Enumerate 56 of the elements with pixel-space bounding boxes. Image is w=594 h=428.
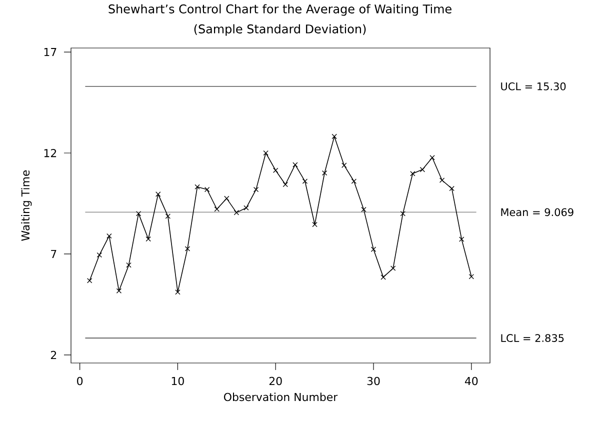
point [332, 134, 337, 140]
point [459, 236, 464, 242]
point [370, 246, 376, 252]
point [449, 186, 454, 192]
point [430, 155, 435, 160]
point [175, 290, 180, 295]
point [390, 266, 396, 271]
point [273, 168, 278, 173]
y-axis-title: Waiting Time [21, 170, 32, 241]
ref-line-label: Mean = 9.069 [501, 208, 574, 216]
point [420, 166, 426, 172]
y-tick-label: 17 [44, 48, 56, 56]
point [146, 236, 151, 242]
x-tick-label: 40 [464, 376, 478, 386]
point [439, 178, 445, 183]
point [380, 274, 386, 280]
point [116, 288, 122, 294]
point [136, 210, 142, 216]
point [292, 162, 298, 168]
point [204, 186, 210, 192]
point [468, 274, 474, 280]
x-tick-label: 0 [77, 376, 83, 386]
point [302, 178, 308, 184]
point [184, 246, 190, 252]
point [106, 233, 112, 239]
point [312, 222, 318, 228]
point [400, 210, 406, 216]
y-tick-label: 12 [44, 148, 56, 158]
point [351, 178, 357, 184]
point [86, 278, 92, 284]
point [322, 170, 328, 176]
point [410, 170, 416, 176]
point [282, 182, 288, 188]
y-tick-label: 2 [50, 350, 56, 359]
x-tick-label: 10 [172, 376, 184, 386]
point [234, 210, 240, 216]
point [224, 196, 230, 202]
point [263, 150, 268, 156]
point [244, 205, 249, 211]
point [156, 192, 161, 197]
y-tick-label: 7 [51, 250, 56, 258]
point [126, 262, 132, 268]
x-axis-title: Observation Number [224, 392, 338, 402]
point [165, 214, 171, 219]
point [96, 252, 102, 258]
x-tick-label: 30 [367, 376, 380, 386]
ref-line-label: UCL = 15.30 [501, 82, 566, 90]
point [361, 206, 366, 212]
point [194, 184, 200, 190]
ref-line-label: LCL = 2.835 [501, 334, 564, 342]
chart-title: Shewhart’s Control Chart for the Average of Waiting Time [108, 4, 452, 16]
x-tick-label: 20 [269, 376, 282, 386]
chart-subtitle: (Sample Standard Deviation) [194, 24, 366, 36]
point [214, 206, 220, 212]
point [253, 186, 259, 192]
point [342, 162, 347, 168]
